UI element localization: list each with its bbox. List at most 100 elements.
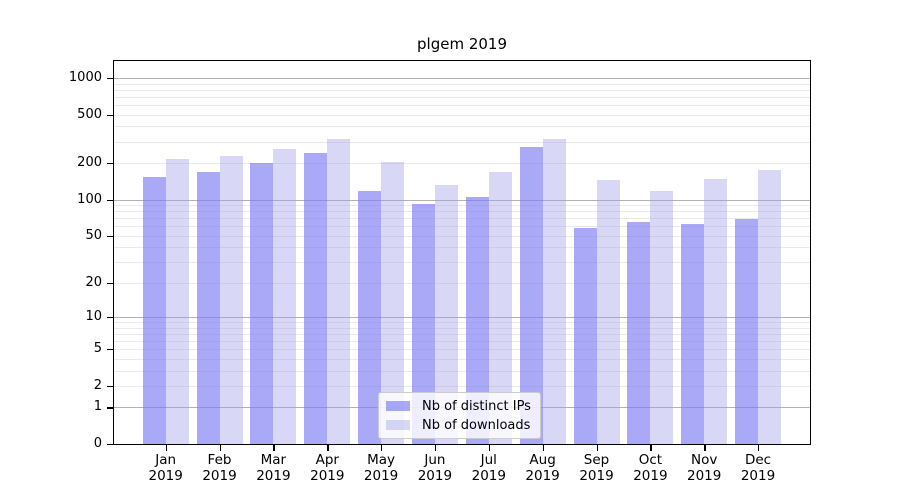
gridline-minor-600 xyxy=(114,105,810,106)
gridline-minor-500 xyxy=(114,114,810,116)
bar-jul-downloads xyxy=(488,171,512,444)
y-tick-mark-1000 xyxy=(107,77,113,80)
gridline-minor-50 xyxy=(114,235,810,237)
gridline-minor-2 xyxy=(114,385,810,387)
bar-oct-downloads xyxy=(650,190,674,444)
gridline-minor-90 xyxy=(114,205,810,206)
legend-item-distinct-ips: Nb of distinct IPs xyxy=(386,398,531,414)
gridline-major-10 xyxy=(114,317,810,318)
bar-jan-downloads xyxy=(165,158,189,444)
x-tick-mark-jan xyxy=(165,445,168,451)
x-tick-label-mar: Mar 2019 xyxy=(256,452,291,484)
y-tick-label-1000: 1000 xyxy=(68,69,102,85)
x-tick-label-jul: Jul 2019 xyxy=(471,452,506,484)
bar-oct-distinct-ips xyxy=(627,222,651,444)
legend-label-downloads: Nb of downloads xyxy=(422,417,531,433)
x-tick-mark-oct xyxy=(650,445,652,451)
gridline-minor-9 xyxy=(114,322,810,323)
y-tick-label-1: 1 xyxy=(93,399,102,415)
y-tick-label-10: 10 xyxy=(85,309,102,324)
y-tick-label-500: 500 xyxy=(77,106,102,122)
gridline-minor-60 xyxy=(114,226,810,228)
y-tick-mark-500 xyxy=(107,114,113,116)
legend-swatch-distinct-ips xyxy=(386,401,410,411)
bar-dec-downloads xyxy=(758,170,782,444)
y-tick-label-2: 2 xyxy=(93,377,102,393)
legend-item-downloads: Nb of downloads xyxy=(386,417,531,433)
bar-nov-distinct-ips xyxy=(681,223,705,444)
gridline-minor-7 xyxy=(114,333,810,335)
bar-nov-downloads xyxy=(704,178,728,444)
x-tick-mark-sep xyxy=(596,445,598,451)
legend-label-distinct-ips: Nb of distinct IPs xyxy=(422,398,531,414)
x-tick-mark-nov xyxy=(704,445,706,451)
gridline-minor-70 xyxy=(114,218,810,220)
x-tick-label-jan: Jan 2019 xyxy=(148,452,183,484)
x-tick-label-feb: Feb 2019 xyxy=(202,452,237,484)
bar-dec-distinct-ips xyxy=(735,218,759,444)
x-tick-mark-may xyxy=(381,445,383,451)
gridline-major-100 xyxy=(114,199,810,201)
bar-jul-distinct-ips xyxy=(465,196,489,444)
x-tick-label-may: May 2019 xyxy=(363,452,399,484)
bar-aug-distinct-ips xyxy=(519,147,543,444)
gridline-minor-900 xyxy=(114,83,810,85)
bar-jun-downloads xyxy=(434,184,458,444)
y-tick-mark-10 xyxy=(107,317,113,319)
x-tick-mark-apr xyxy=(327,445,329,451)
bar-apr-downloads xyxy=(327,139,351,444)
bar-aug-downloads xyxy=(542,138,566,444)
gridline-minor-8 xyxy=(114,327,810,329)
x-tick-label-nov: Nov 2019 xyxy=(687,452,722,484)
x-tick-label-aug: Aug 2019 xyxy=(525,452,560,484)
x-tick-mark-jul xyxy=(488,445,491,451)
x-tick-label-apr: Apr 2019 xyxy=(310,452,345,484)
y-tick-label-50: 50 xyxy=(85,227,102,243)
gridline-minor-400 xyxy=(114,126,810,128)
bar-jun-distinct-ips xyxy=(411,203,435,444)
y-tick-label-5: 5 xyxy=(93,341,102,357)
y-tick-mark-1 xyxy=(107,407,113,409)
bar-may-downloads xyxy=(381,161,405,444)
y-tick-label-20: 20 xyxy=(85,274,102,290)
gridline-minor-5 xyxy=(114,349,810,351)
y-tick-mark-20 xyxy=(107,282,113,285)
gridline-minor-700 xyxy=(114,96,810,98)
legend: Nb of distinct IPs Nb of downloads xyxy=(378,392,541,439)
gridline-minor-300 xyxy=(114,141,810,143)
x-tick-mark-feb xyxy=(219,445,221,451)
x-tick-mark-mar xyxy=(273,445,275,451)
gridline-minor-200 xyxy=(114,163,810,164)
gridline-minor-3 xyxy=(114,370,810,372)
gridline-minor-6 xyxy=(114,340,810,342)
x-tick-label-jun: Jun 2019 xyxy=(417,452,453,484)
gridline-major-1000 xyxy=(114,77,810,79)
bar-apr-distinct-ips xyxy=(304,153,328,444)
y-tick-mark-2 xyxy=(107,385,113,388)
y-tick-label-0: 0 xyxy=(93,436,102,451)
gridline-minor-800 xyxy=(114,89,810,91)
gridline-minor-30 xyxy=(114,262,810,264)
y-tick-mark-200 xyxy=(107,163,113,165)
x-tick-mark-aug xyxy=(542,445,544,451)
bar-jan-distinct-ips xyxy=(142,176,166,444)
gridline-minor-4 xyxy=(114,358,810,360)
y-tick-mark-50 xyxy=(107,235,113,238)
y-tick-mark-0 xyxy=(107,444,113,446)
bar-mar-distinct-ips xyxy=(250,163,274,444)
gridline-minor-20 xyxy=(114,282,810,284)
bar-feb-downloads xyxy=(219,155,243,444)
x-tick-mark-jun xyxy=(434,445,437,451)
x-tick-mark-dec xyxy=(758,445,760,451)
chart-title: plgem 2019 xyxy=(417,35,507,53)
y-tick-label-200: 200 xyxy=(77,155,102,170)
bar-sep-downloads xyxy=(596,179,620,444)
y-tick-label-100: 100 xyxy=(77,191,102,207)
gridline-minor-40 xyxy=(114,247,810,249)
plot-area xyxy=(113,60,811,445)
bar-may-distinct-ips xyxy=(358,190,382,444)
bar-sep-distinct-ips xyxy=(573,228,597,444)
y-tick-mark-5 xyxy=(107,349,113,351)
gridline-minor-80 xyxy=(114,211,810,213)
